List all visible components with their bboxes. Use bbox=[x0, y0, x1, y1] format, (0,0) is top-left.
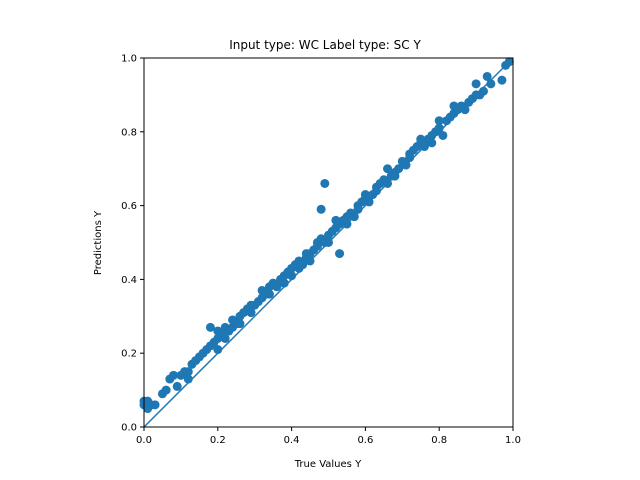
data-point bbox=[438, 130, 448, 140]
data-point bbox=[497, 75, 507, 85]
data-point bbox=[371, 182, 381, 192]
y-tick-label: 0.2 bbox=[121, 349, 137, 360]
y-tick-label: 0.4 bbox=[121, 275, 137, 286]
x-tick-label: 0.6 bbox=[357, 435, 373, 446]
data-point bbox=[335, 249, 345, 259]
x-tick-label: 0.4 bbox=[284, 435, 300, 446]
data-point bbox=[405, 149, 415, 159]
plot-frame bbox=[143, 57, 514, 428]
data-point bbox=[264, 289, 274, 299]
data-point bbox=[301, 249, 311, 259]
data-point bbox=[471, 79, 481, 89]
data-point bbox=[205, 322, 215, 332]
data-point bbox=[220, 333, 230, 343]
data-point bbox=[316, 204, 326, 214]
y-axis-label: Predictions Y bbox=[93, 210, 104, 275]
x-axis-label: True Values Y bbox=[294, 459, 362, 470]
data-point bbox=[246, 308, 256, 318]
x-axis-ticks: 0.0 0.2 0.4 0.6 0.8 1.0 bbox=[136, 427, 521, 446]
data-point bbox=[383, 164, 393, 174]
data-point bbox=[331, 215, 341, 225]
data-point bbox=[183, 367, 193, 377]
data-point bbox=[161, 385, 171, 395]
data-point bbox=[434, 116, 444, 126]
x-tick-label: 0.0 bbox=[136, 435, 152, 446]
x-tick-label: 0.2 bbox=[210, 435, 226, 446]
data-point bbox=[235, 319, 245, 329]
y-tick-label: 0.6 bbox=[121, 201, 137, 212]
x-tick-label: 1.0 bbox=[505, 435, 521, 446]
data-point bbox=[416, 134, 426, 144]
data-point bbox=[449, 101, 459, 111]
chart-title: Input type: WC Label type: SC Y bbox=[229, 38, 421, 52]
data-point bbox=[482, 71, 492, 81]
data-point bbox=[320, 178, 330, 188]
data-point bbox=[143, 404, 153, 414]
data-point bbox=[169, 370, 179, 380]
reference-line bbox=[143, 57, 514, 428]
data-point bbox=[246, 300, 256, 310]
y-axis-ticks: 0.0 0.2 0.4 0.6 0.8 1.0 bbox=[121, 54, 144, 434]
y-tick-label: 1.0 bbox=[121, 54, 137, 65]
data-point bbox=[272, 282, 282, 292]
y-tick-label: 0.0 bbox=[121, 423, 137, 434]
data-point bbox=[360, 190, 370, 200]
y-tick-label: 0.8 bbox=[121, 127, 137, 138]
data-point bbox=[150, 400, 160, 410]
data-point bbox=[172, 381, 182, 391]
x-tick-label: 0.8 bbox=[431, 435, 447, 446]
